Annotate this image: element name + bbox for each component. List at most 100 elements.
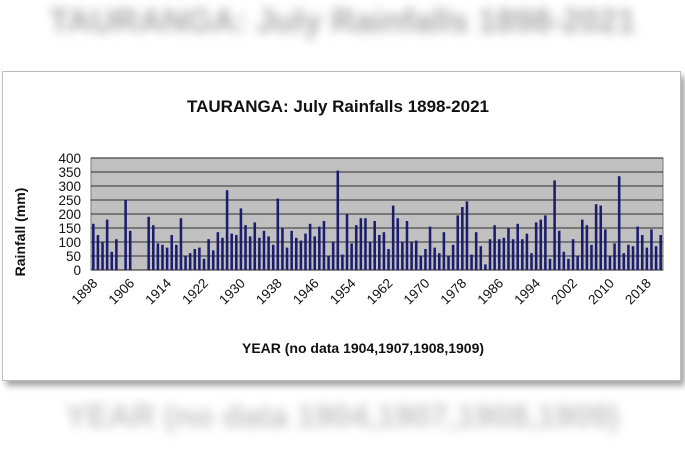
bar — [368, 242, 372, 270]
bar — [101, 242, 104, 270]
bar — [488, 239, 492, 270]
y-tick-label: 250 — [58, 193, 81, 208]
bar — [391, 205, 395, 270]
x-tick-label: 1938 — [253, 276, 285, 308]
bar — [170, 235, 173, 270]
bar — [585, 225, 589, 270]
bar — [428, 226, 432, 270]
bar — [262, 230, 266, 270]
bar — [295, 237, 298, 270]
bar — [152, 225, 155, 270]
bar — [322, 221, 326, 270]
x-tick-label: 1898 — [69, 276, 101, 308]
bar — [198, 247, 201, 270]
bar — [202, 258, 206, 270]
x-tick-label: 1914 — [142, 275, 174, 307]
bar — [179, 218, 183, 270]
x-tick-label: 2010 — [585, 276, 617, 308]
chart-panel: TAURANGA: July Rainfalls 1898-2021 0 50 10… — [2, 71, 681, 381]
bar — [331, 242, 335, 270]
bar — [438, 253, 441, 270]
bar — [350, 243, 353, 270]
y-tick-label: 150 — [58, 221, 81, 236]
bar — [364, 218, 367, 270]
y-tick-label: 400 — [58, 151, 81, 166]
y-tick-label: 350 — [58, 165, 81, 180]
bar — [474, 232, 478, 270]
bar — [308, 223, 312, 270]
y-tick-label: 50 — [66, 249, 81, 264]
bar — [124, 200, 127, 270]
bar — [216, 232, 220, 270]
bar — [105, 219, 109, 270]
bar — [128, 230, 132, 270]
bar — [567, 258, 570, 270]
bar — [345, 214, 349, 270]
bar — [207, 239, 210, 270]
x-tick-label: 1994 — [511, 275, 543, 307]
bar — [465, 201, 469, 270]
bar — [442, 232, 446, 270]
bar — [548, 258, 552, 270]
bar — [617, 176, 621, 270]
bar — [304, 233, 307, 270]
bar — [281, 228, 284, 270]
x-tick-label: 1946 — [290, 276, 322, 308]
x-tick-label: 2018 — [622, 276, 654, 308]
bar — [419, 256, 423, 270]
bar — [318, 226, 321, 270]
bar — [534, 222, 538, 270]
bar — [373, 221, 376, 270]
bar — [359, 218, 363, 270]
x-tick-label: 1922 — [179, 276, 211, 308]
bar — [502, 237, 506, 270]
bar-series — [92, 170, 662, 270]
blurred-xlabel-echo: YEAR (no data 1904,1907,1908,1909) — [65, 398, 620, 434]
bar — [96, 235, 100, 270]
bar — [608, 256, 612, 270]
y-tick-label: 0 — [73, 263, 81, 278]
bar — [378, 235, 381, 270]
blurred-title-echo: TAURANGA: July Rainfalls 1898-2021 — [49, 2, 636, 39]
x-axis-title: YEAR (no data 1904,1907,1908,1909) — [242, 340, 484, 356]
bar — [285, 247, 289, 270]
bar — [336, 170, 340, 270]
bar — [156, 243, 160, 270]
bar — [544, 215, 547, 270]
bar — [433, 247, 436, 270]
bar — [576, 256, 579, 270]
bar — [244, 225, 247, 270]
bar — [654, 246, 658, 270]
x-tick-label: 1906 — [105, 276, 137, 308]
bar — [92, 223, 95, 270]
bar — [590, 244, 593, 270]
bar — [484, 264, 487, 270]
bar — [622, 253, 626, 270]
bar — [253, 222, 257, 270]
bar — [258, 237, 261, 270]
bar — [382, 232, 386, 270]
bar — [267, 236, 270, 270]
rainfall-bar-chart: TAURANGA: July Rainfalls 1898-2021 05010… — [12, 97, 664, 356]
y-tick-label: 100 — [58, 235, 81, 250]
bar — [313, 236, 316, 270]
y-axis-title: Rainfall (mm) — [12, 188, 28, 277]
bar — [594, 204, 598, 270]
bar — [290, 230, 293, 270]
x-tick-label: 1954 — [327, 275, 359, 307]
bar — [451, 244, 455, 270]
bar — [553, 180, 556, 270]
bar — [239, 208, 243, 270]
bar — [165, 247, 169, 270]
bar — [410, 242, 413, 270]
bar — [525, 233, 529, 270]
bar — [640, 235, 644, 270]
bar — [562, 251, 566, 270]
y-tick-label: 200 — [58, 207, 81, 222]
bar — [248, 236, 252, 270]
bar — [221, 237, 224, 270]
bar — [276, 198, 280, 270]
bar — [225, 190, 229, 270]
bar — [516, 223, 519, 270]
bar — [511, 239, 515, 270]
